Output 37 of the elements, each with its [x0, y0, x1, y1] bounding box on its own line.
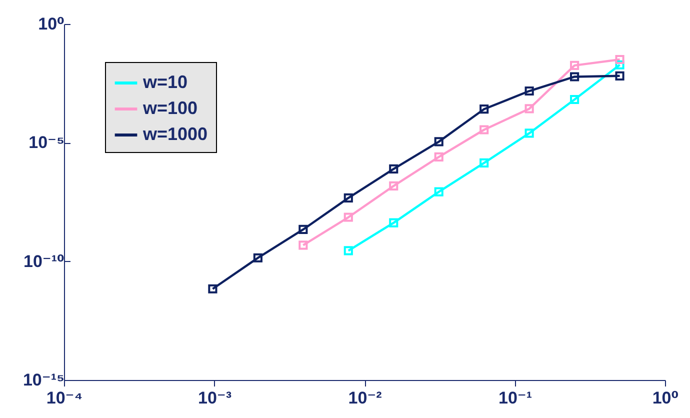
point [344, 212, 353, 222]
point [570, 72, 580, 82]
point [298, 240, 308, 250]
point [524, 128, 534, 138]
legend-label: w=1000 [142, 124, 208, 144]
point [570, 94, 580, 104]
point [253, 253, 262, 262]
y-tick-label: 10⁻¹⁵ [22, 370, 64, 390]
point [480, 104, 489, 114]
point [480, 158, 489, 168]
point [344, 193, 353, 202]
point [434, 152, 444, 162]
y-tick-label: 10⁻⁵ [28, 133, 64, 152]
x-tick-label: 10⁻⁴ [46, 388, 83, 408]
point [524, 104, 534, 114]
point [298, 224, 308, 234]
point [208, 284, 218, 294]
point [434, 187, 444, 196]
point [570, 60, 580, 70]
x-tick-label: 10⁻¹ [498, 388, 532, 408]
legend-label: w=100 [142, 98, 198, 118]
x-tick-label: 10⁰ [652, 388, 679, 408]
point [615, 71, 624, 80]
x-tick-label: 10⁻³ [198, 388, 232, 408]
point [344, 246, 353, 256]
legend-label: w=10 [142, 72, 188, 92]
point [615, 60, 624, 70]
point [524, 86, 534, 96]
point [615, 54, 624, 64]
point [480, 125, 489, 134]
point [389, 164, 398, 174]
y-tick-label: 10⁰ [38, 14, 64, 34]
x-tick-label: 10⁻² [348, 388, 382, 408]
point [434, 137, 444, 146]
point [389, 181, 398, 190]
point [389, 218, 398, 228]
y-tick-label: 10⁻¹⁰ [24, 252, 64, 271]
